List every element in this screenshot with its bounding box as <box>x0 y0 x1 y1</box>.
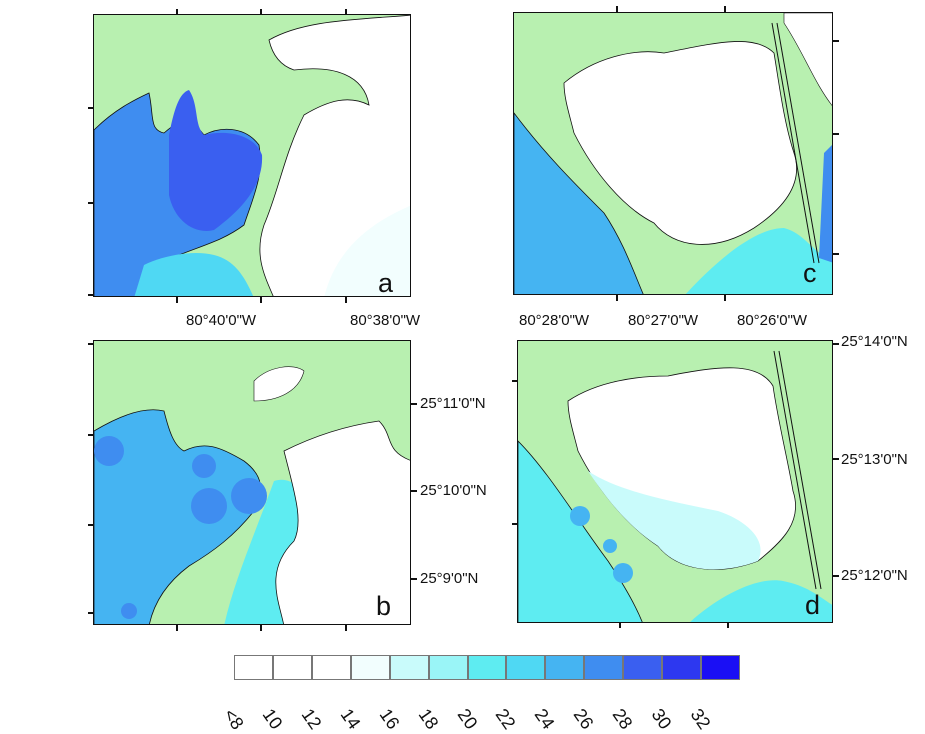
legend-label: 32 <box>686 705 715 733</box>
legend-swatch <box>311 655 351 680</box>
legend-label: 28 <box>608 705 637 733</box>
legend-label: 10 <box>258 705 287 733</box>
longitude-label-right-2: 80°27'0"W <box>628 312 699 329</box>
map-panel-a <box>93 14 411 297</box>
latitude-label-right-1: 25°14'0"N <box>841 333 908 350</box>
legend-label: 30 <box>647 705 676 733</box>
panel-label-b: b <box>376 591 392 621</box>
panel-label-a: a <box>378 268 394 298</box>
legend-swatch <box>234 655 273 680</box>
legend-swatch <box>662 655 702 680</box>
panel-label-d: d <box>805 590 821 620</box>
legend-label: 16 <box>375 705 404 733</box>
legend-label: 20 <box>453 705 482 733</box>
longitude-label-left-2: 80°38'0"W <box>350 312 421 329</box>
latitude-label-left-2: 25°10'0"N <box>420 482 487 499</box>
map-panel-b <box>93 340 411 625</box>
longitude-label-right-3: 80°26'0"W <box>737 312 808 329</box>
legend-swatch <box>428 655 468 680</box>
latitude-label-left-3: 25°9'0"N <box>420 570 479 587</box>
legend-label: 18 <box>414 705 443 733</box>
legend-label: 24 <box>530 705 559 733</box>
legend-swatch <box>467 655 507 680</box>
legend-label: 14 <box>336 705 365 733</box>
longitude-label-right-1: 80°28'0"W <box>519 312 590 329</box>
legend-swatch <box>545 655 585 680</box>
map-panel-c <box>513 12 833 295</box>
legend-label: 26 <box>569 705 598 733</box>
legend-swatch <box>584 655 624 680</box>
legend-swatch <box>350 655 390 680</box>
longitude-label-left-1: 80°40'0"W <box>186 312 257 329</box>
legend-label: <8 <box>219 705 248 734</box>
legend-swatch <box>389 655 429 680</box>
legend-label: 22 <box>492 705 520 733</box>
map-panel-d <box>517 340 833 623</box>
legend-swatch <box>506 655 546 680</box>
legend-swatch <box>623 655 663 680</box>
panel-label-c: c <box>803 258 817 288</box>
latitude-label-left-1: 25°11'0"N <box>420 395 486 412</box>
legend-swatch <box>272 655 312 680</box>
latitude-label-right-3: 25°12'0"N <box>841 567 908 584</box>
legend-label: 12 <box>297 705 326 733</box>
legend-swatch <box>701 655 740 680</box>
color-legend <box>234 655 740 680</box>
latitude-label-right-2: 25°13'0"N <box>841 451 908 468</box>
